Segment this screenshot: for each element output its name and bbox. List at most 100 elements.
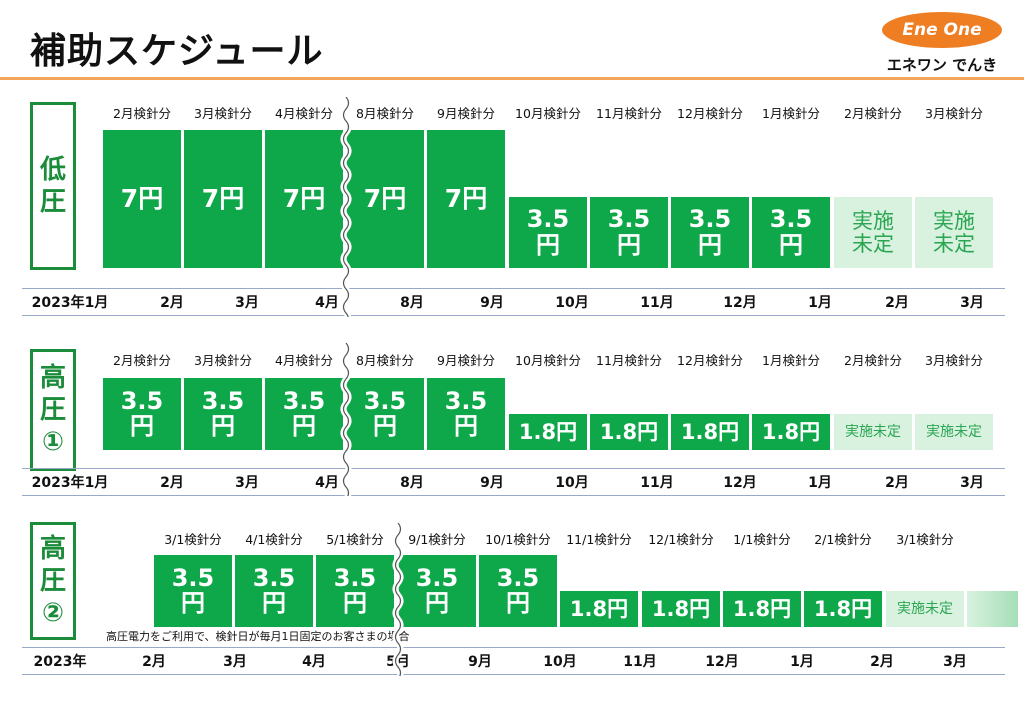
column-header: 2月検針分: [844, 106, 902, 121]
subsidy-amount: 3.5: [252, 563, 296, 592]
column-header: 8月検針分: [356, 353, 414, 368]
month-tick-label: 11月: [640, 475, 674, 491]
subsidy-amount: 1.8円: [761, 419, 821, 444]
subsidy-amount: 実施: [852, 209, 894, 234]
subsidy-cell: 3.5 円: [752, 197, 830, 268]
month-tick-label: 1月: [808, 475, 832, 491]
month-tick-label: 2023年1月: [31, 475, 109, 491]
month-tick-label: 2023年1月: [31, 295, 109, 311]
month-tick-label: 3月: [235, 475, 259, 491]
month-tick-label: 8月: [400, 295, 424, 311]
column-header: 1月検針分: [762, 353, 820, 368]
month-tick-label: 3月: [960, 295, 984, 311]
month-tick-label: 3月: [960, 475, 984, 491]
section-label-line: 高: [39, 363, 66, 393]
subsidy-amount: 円: [425, 589, 449, 617]
subsidy-amount: 3.5: [496, 563, 540, 592]
month-tick-label: 3月: [943, 654, 967, 670]
month-tick-label: 10月: [555, 295, 589, 311]
column-header: 10/1検針分: [485, 532, 551, 547]
section-label-line: 圧: [39, 187, 66, 217]
subsidy-cell: 1.8円: [752, 414, 830, 450]
subsidy-cell: 7円: [346, 130, 424, 268]
column-header: 4月検針分: [275, 106, 333, 121]
month-tick-label: 11月: [640, 295, 674, 311]
column-header: 3/1検針分: [896, 532, 954, 547]
undecided-cell: [967, 591, 1018, 627]
subsidy-cell: 3.5 円: [509, 197, 587, 268]
section-label: 低圧: [30, 102, 76, 270]
subsidy-amount: 実施未定: [897, 600, 953, 617]
section-label-line: ②: [41, 598, 64, 628]
column-header: 9/1検針分: [408, 532, 466, 547]
subsidy-cell: 1.8円: [804, 591, 882, 627]
month-tick-label: 2月: [870, 654, 894, 670]
footnote: 高圧電力をご利用で、検針日が毎月1日固定のお客さまの場合: [106, 630, 410, 643]
column-header: 4/1検針分: [245, 532, 303, 547]
timeline-break-line: [340, 343, 352, 496]
column-header: 2月検針分: [113, 106, 171, 121]
subsidy-cell: 3.5 円: [590, 197, 668, 268]
title-underline: [0, 77, 1024, 80]
column-header: 9月検針分: [437, 353, 495, 368]
logo-subtext: エネワン でんき: [886, 56, 998, 74]
month-tick-label: 4月: [302, 654, 326, 670]
subsidy-amount: 3.5: [120, 386, 164, 415]
subsidy-cell: 3.5 円: [235, 555, 313, 627]
subsidy-cell: 3.5 円: [671, 197, 749, 268]
subsidy-amount: 円: [779, 230, 803, 259]
subsidy-amount: 1.8円: [813, 596, 873, 621]
month-tick-label: 2023年: [33, 654, 87, 670]
subsidy-amount: 3.5: [526, 205, 570, 234]
subsidy-amount: 3.5: [282, 386, 326, 415]
month-tick-label: 10月: [555, 475, 589, 491]
subsidy-amount: 円: [698, 230, 722, 259]
page-title: 補助スケジュール: [30, 31, 324, 72]
subsidy-amount: 1.8円: [651, 596, 711, 621]
subsidy-amount: 未定: [852, 231, 894, 256]
subsidy-amount: 円: [181, 589, 205, 617]
subsidy-amount: 7円: [363, 183, 407, 213]
subsidy-amount: 円: [292, 412, 316, 440]
month-axis: [22, 288, 1005, 316]
column-header: 3月検針分: [925, 106, 983, 121]
section-label-line: 低: [39, 155, 66, 185]
column-header: 12/1検針分: [648, 532, 714, 547]
subsidy-amount: 1.8円: [518, 419, 578, 444]
subsidy-cell: 7円: [265, 130, 343, 268]
subsidy-amount: 1.8円: [732, 596, 792, 621]
month-axis: [22, 468, 1005, 496]
subsidy-cell: 3.5 円: [154, 555, 232, 627]
month-tick-label: 12月: [705, 654, 739, 670]
subsidy-cell: 3.5 円: [316, 555, 394, 627]
undecided-cell: 実施未定: [915, 197, 993, 268]
column-header: 1月検針分: [762, 106, 820, 121]
subsidy-amount: 3.5: [444, 386, 488, 415]
subsidy-amount: 円: [454, 412, 478, 440]
column-header: 8月検針分: [356, 106, 414, 121]
subsidy-cell: 1.8円: [590, 414, 668, 450]
month-tick-label: 11月: [623, 654, 657, 670]
month-tick-label: 2月: [160, 295, 184, 311]
month-axis: [22, 647, 1005, 675]
subsidy-amount: 円: [536, 230, 560, 259]
subsidy-amount: 円: [343, 589, 367, 617]
subsidy-cell: 3.5 円: [265, 378, 343, 450]
subsidy-cell: 1.8円: [560, 591, 638, 627]
subsidy-amount: 1.8円: [599, 419, 659, 444]
subsidy-cell: 3.5 円: [427, 378, 505, 450]
subsidy-cell: 3.5 円: [346, 378, 424, 450]
section-label-line: ①: [41, 427, 64, 457]
subsidy-amount: 3.5: [171, 563, 215, 592]
subsidy-amount: 3.5: [607, 205, 651, 234]
subsidy-cell: 7円: [103, 130, 181, 268]
subsidy-cell: 1.8円: [509, 414, 587, 450]
column-header: 1/1検針分: [733, 532, 791, 547]
timeline-break-line: [392, 523, 404, 676]
month-tick-label: 2月: [885, 475, 909, 491]
month-tick-label: 1月: [790, 654, 814, 670]
section-label-line: 圧: [39, 395, 66, 425]
month-tick-label: 2月: [160, 475, 184, 491]
logo: Ene One エネワン でんき: [872, 10, 1012, 76]
